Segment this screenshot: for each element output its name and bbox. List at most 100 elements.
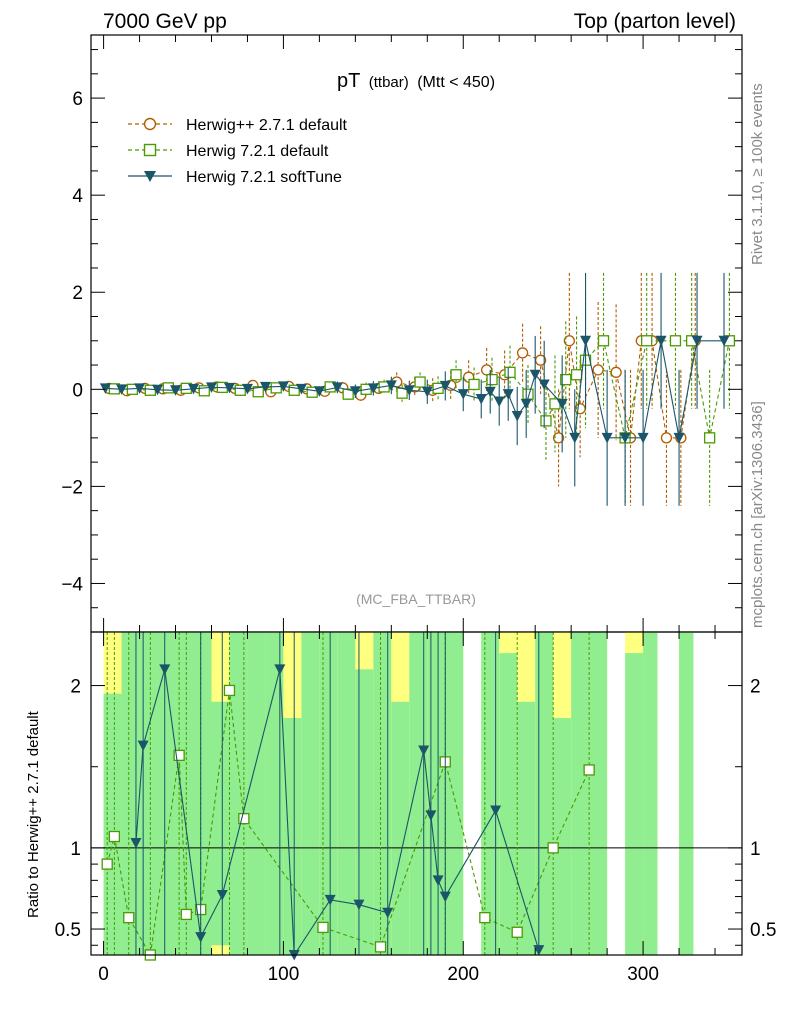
ratio-data-point: [173, 749, 185, 762]
main-data-point: [188, 383, 200, 395]
main-data-point: [439, 380, 451, 392]
main-ytick-label: −4: [61, 574, 83, 595]
ratio-data-point: [137, 740, 149, 752]
ratio-ytick-label-right: 1: [750, 839, 761, 860]
rivet-version-label: Rivet 3.1.10, ≥ 100k events: [749, 83, 766, 265]
ratio-band-inner: [283, 718, 302, 955]
ratio-band-inner: [445, 632, 464, 955]
ratio-band-inner: [643, 632, 658, 955]
main-data-point: [288, 384, 300, 396]
ratio-band-inner: [193, 632, 212, 955]
main-data-point: [538, 379, 550, 390]
main-data-point: [610, 366, 622, 378]
main-data-point: [540, 415, 552, 427]
ratio-data-point: [374, 941, 387, 953]
main-data-point: [414, 376, 426, 388]
ratio-xtick-label: 100: [268, 964, 300, 985]
title-cut: (Mtt < 450): [417, 74, 495, 91]
main-data-point: [484, 386, 496, 398]
main-ytick-label: 2: [72, 283, 83, 304]
main-data-point: [718, 335, 730, 347]
main-data-point: [516, 347, 529, 359]
main-data-point: [556, 398, 568, 410]
title-sub: (ttbar): [369, 74, 409, 91]
main-data-point: [99, 383, 111, 394]
ratio-ylabel: Ratio to Herwig++ 2.7.1 default: [25, 710, 42, 918]
ratio-band-inner: [229, 632, 248, 955]
legend-marker-herwigpp: [143, 117, 157, 131]
main-data-point: [457, 389, 469, 400]
ratio-band-inner: [499, 653, 518, 955]
main-data-point: [580, 335, 592, 347]
main-data-point: [331, 382, 343, 393]
main-ytick-label: 4: [72, 186, 83, 207]
ratio-data-point: [432, 875, 444, 886]
ratio-data-point: [123, 912, 135, 924]
main-data-point: [170, 385, 182, 396]
ratio-data-point: [195, 932, 207, 943]
main-ytick-label: 6: [72, 89, 83, 110]
main-data-point: [205, 382, 217, 393]
ratio-data-point: [108, 830, 121, 843]
ratio-data-point: [223, 684, 236, 697]
ratio-data-point: [511, 926, 523, 938]
header-left: 7000 GeV pp: [103, 10, 227, 33]
main-data-point: [637, 432, 649, 444]
main-data-point: [475, 394, 487, 405]
main-data-point: [493, 396, 505, 407]
ratio-ytick-label-left: 1: [70, 839, 81, 860]
ratio-band-inner: [103, 693, 122, 955]
main-data-point: [504, 366, 516, 378]
main-series-1: [108, 272, 736, 506]
ratio-data-point: [159, 664, 171, 675]
ratio-series-line: [135, 669, 540, 957]
ratio-data-point: [479, 912, 491, 924]
legend-entry-herwig7-softtune: Herwig 7.2.1 softTune: [128, 169, 342, 186]
ratio-data-point: [180, 908, 192, 921]
main-data-point: [241, 383, 253, 395]
ratio-band-inner: [409, 632, 428, 955]
ratio-xtick-label: 300: [627, 964, 659, 985]
main-data-point: [560, 373, 572, 386]
main-data-point: [529, 369, 541, 381]
main-data-point: [570, 369, 583, 381]
main-data-point: [655, 335, 667, 347]
main-ytick-label: −2: [61, 477, 83, 498]
main-ytick-label: 0: [72, 380, 83, 401]
main-data-point: [601, 432, 613, 444]
ratio-data-point: [238, 813, 250, 825]
ratio-band-inner: [247, 632, 266, 955]
main-data-point: [313, 386, 325, 397]
ratio-panel: 0.5 0.5 1 1 2 2 0 100 200 300: [55, 631, 776, 985]
ratio-ytick-label-right: 2: [750, 677, 761, 698]
ratio-band-inner: [355, 669, 374, 955]
ratio-xtick-label: 200: [447, 964, 479, 985]
ratio-band-inner: [337, 632, 356, 955]
ratio-data-point: [382, 907, 394, 919]
main-data-point: [673, 432, 685, 444]
legend-label-herwig7-default: Herwig 7.2.1 default: [186, 143, 329, 160]
ratio-data-point: [353, 899, 365, 911]
main-data-point: [691, 335, 703, 347]
ratio-band-inner: [535, 632, 554, 955]
main-data-point: [223, 382, 235, 394]
ratio-ytick-label-right: 0.5: [750, 920, 776, 941]
ratio-data-point: [490, 805, 502, 817]
ratio-band-inner: [427, 632, 446, 955]
ratio-frame: [90, 631, 743, 956]
main-data-point: [277, 381, 289, 392]
legend-marker-herwig7-softtune: [144, 171, 156, 182]
main-data-point: [116, 384, 128, 395]
ratio-band-inner: [373, 632, 392, 955]
main-data-point: [252, 386, 264, 398]
main-data-point: [349, 386, 361, 397]
main-data-point: [569, 432, 581, 444]
main-data-point: [198, 385, 210, 397]
main-data-point: [468, 378, 480, 391]
ratio-band-inner: [265, 632, 284, 955]
ratio-xtick-label: 0: [98, 964, 109, 985]
main-data-point: [270, 382, 282, 394]
main-data-point: [295, 383, 307, 395]
ratio-band-inner: [481, 632, 500, 955]
